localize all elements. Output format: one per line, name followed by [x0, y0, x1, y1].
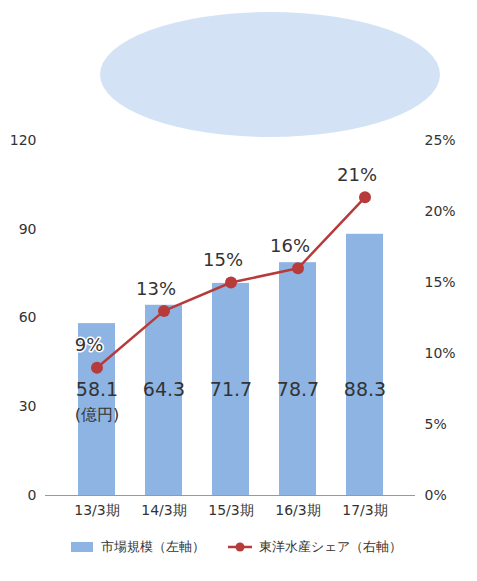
svg-text:30: 30	[19, 398, 37, 414]
svg-text:15%: 15%	[425, 274, 456, 290]
svg-text:17/3期: 17/3期	[342, 502, 387, 518]
svg-text:16/3期: 16/3期	[275, 502, 320, 518]
svg-text:14/3期: 14/3期	[141, 502, 186, 518]
svg-text:25%: 25%	[425, 132, 456, 148]
svg-text:16%: 16%	[270, 235, 310, 256]
svg-text:15/3期: 15/3期	[208, 502, 253, 518]
svg-text:0%: 0%	[425, 487, 447, 503]
html-text:東洋水産シェア（右軸）: 東洋水産シェア（右軸）	[258, 539, 402, 554]
svg-text:60: 60	[19, 309, 37, 325]
svg-text:90: 90	[19, 221, 37, 237]
svg-text:13/3期: 13/3期	[74, 502, 119, 518]
svg-text:120: 120	[10, 132, 37, 148]
svg-text:21%: 21%	[337, 164, 377, 185]
svg-text:88.3: 88.3	[344, 378, 386, 400]
svg-text:0: 0	[28, 487, 37, 503]
svg-text:10%: 10%	[425, 345, 456, 361]
svg-text:71.7: 71.7	[210, 378, 252, 400]
svg-text:13%: 13%	[136, 278, 176, 299]
svg-text:5%: 5%	[425, 416, 447, 432]
svg-text:58.1: 58.1	[76, 378, 118, 400]
svg-text:64.3: 64.3	[143, 378, 185, 400]
svg-text:(億円): (億円)	[75, 405, 119, 424]
svg-text:9%: 9%	[75, 334, 104, 355]
html-text:市場規模（左軸）: 市場規模（左軸）	[100, 539, 205, 554]
svg-text:20%: 20%	[425, 203, 456, 219]
svg-text:15%: 15%	[203, 249, 243, 270]
svg-text:78.7: 78.7	[277, 378, 319, 400]
